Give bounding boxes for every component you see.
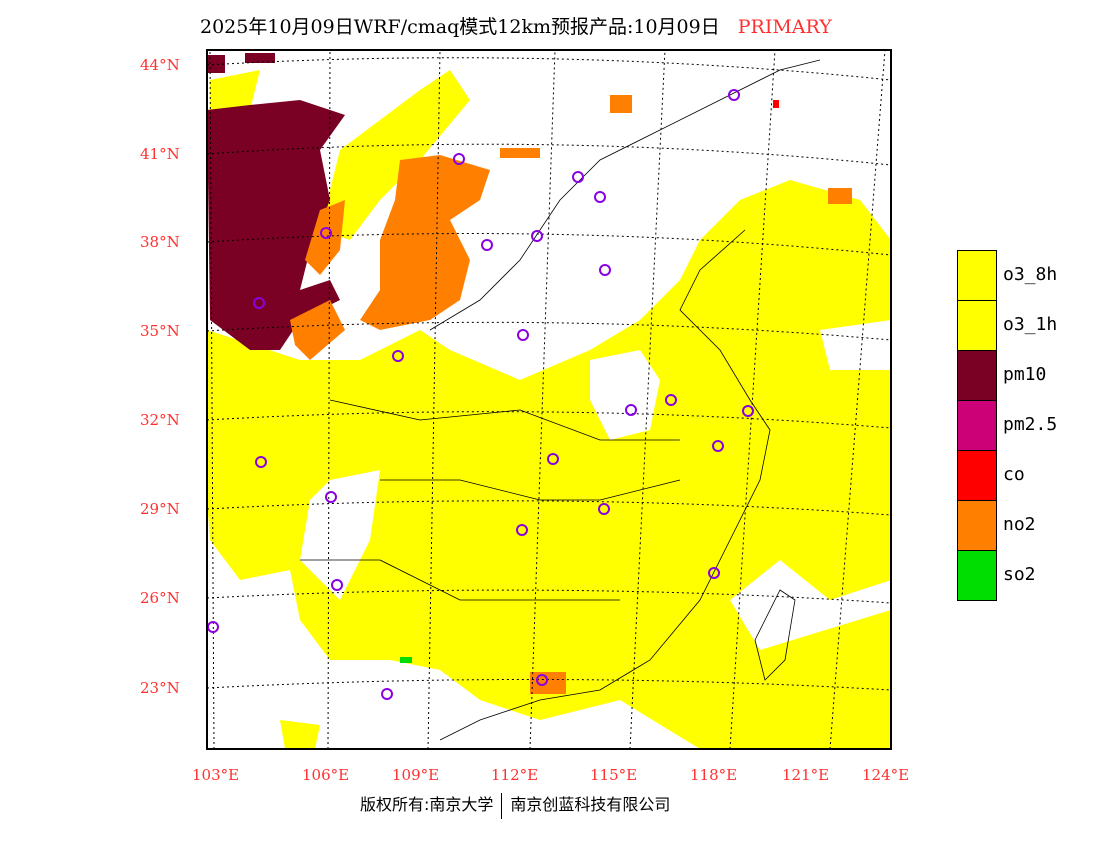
legend-swatch xyxy=(957,250,997,301)
legend-item: o3_1h xyxy=(957,300,1100,351)
lon-label: 124°E xyxy=(862,766,910,784)
map-title: 2025年10月09日WRF/cmaq模式12km预报产品:10月09日 PRIM… xyxy=(200,12,832,39)
no2-region xyxy=(360,155,490,330)
legend-label: so2 xyxy=(1003,564,1036,585)
legend-label: o3_1h xyxy=(1003,314,1058,335)
lat-label: 26°N xyxy=(140,589,180,607)
legend-label: o3_8h xyxy=(1003,264,1058,285)
legend-label: pm2.5 xyxy=(1003,414,1058,435)
legend-item: co xyxy=(957,450,1100,501)
copyright-owner: 版权所有:南京大学 xyxy=(360,795,494,814)
title-tag: PRIMARY xyxy=(737,16,832,38)
o3-region xyxy=(207,180,891,749)
legend-swatch xyxy=(957,450,997,501)
legend-swatch xyxy=(957,500,997,551)
lon-label: 115°E xyxy=(590,766,638,784)
legend-label: pm10 xyxy=(1003,364,1047,385)
legend-swatch xyxy=(957,350,997,401)
title-text: 2025年10月09日WRF/cmaq模式12km预报产品:10月09日 xyxy=(200,16,720,38)
copyright-footer: 版权所有:南京大学 南京创蓝科技有限公司 xyxy=(360,791,670,819)
legend-swatch xyxy=(957,300,997,351)
lat-label: 35°N xyxy=(140,322,180,340)
lon-label: 109°E xyxy=(392,766,440,784)
legend-item: no2 xyxy=(957,500,1100,551)
lon-label: 103°E xyxy=(192,766,240,784)
legend-swatch xyxy=(957,400,997,451)
divider xyxy=(501,792,503,819)
lat-label: 41°N xyxy=(140,145,180,163)
copyright-company: 南京创蓝科技有限公司 xyxy=(510,795,671,814)
legend-label: co xyxy=(1003,464,1025,485)
lat-label: 29°N xyxy=(140,500,180,518)
lon-label: 118°E xyxy=(690,766,738,784)
lat-label: 32°N xyxy=(140,411,180,429)
lon-label: 121°E xyxy=(782,766,830,784)
lon-label: 112°E xyxy=(491,766,539,784)
map-frame xyxy=(206,49,892,750)
legend-item: o3_8h xyxy=(957,250,1100,301)
lat-label: 44°N xyxy=(140,56,180,74)
pm10-region xyxy=(207,100,345,350)
legend-item: so2 xyxy=(957,550,1100,601)
legend-item: pm10 xyxy=(957,350,1100,401)
legend-label: no2 xyxy=(1003,514,1036,535)
station-markers xyxy=(207,89,754,700)
legend: o3_8h o3_1h pm10 pm2.5 co no2 so2 xyxy=(957,250,1100,601)
lat-label: 38°N xyxy=(140,233,180,251)
legend-swatch xyxy=(957,550,997,601)
lat-label: 23°N xyxy=(140,679,180,697)
legend-item: pm2.5 xyxy=(957,400,1100,451)
lon-label: 106°E xyxy=(302,766,350,784)
